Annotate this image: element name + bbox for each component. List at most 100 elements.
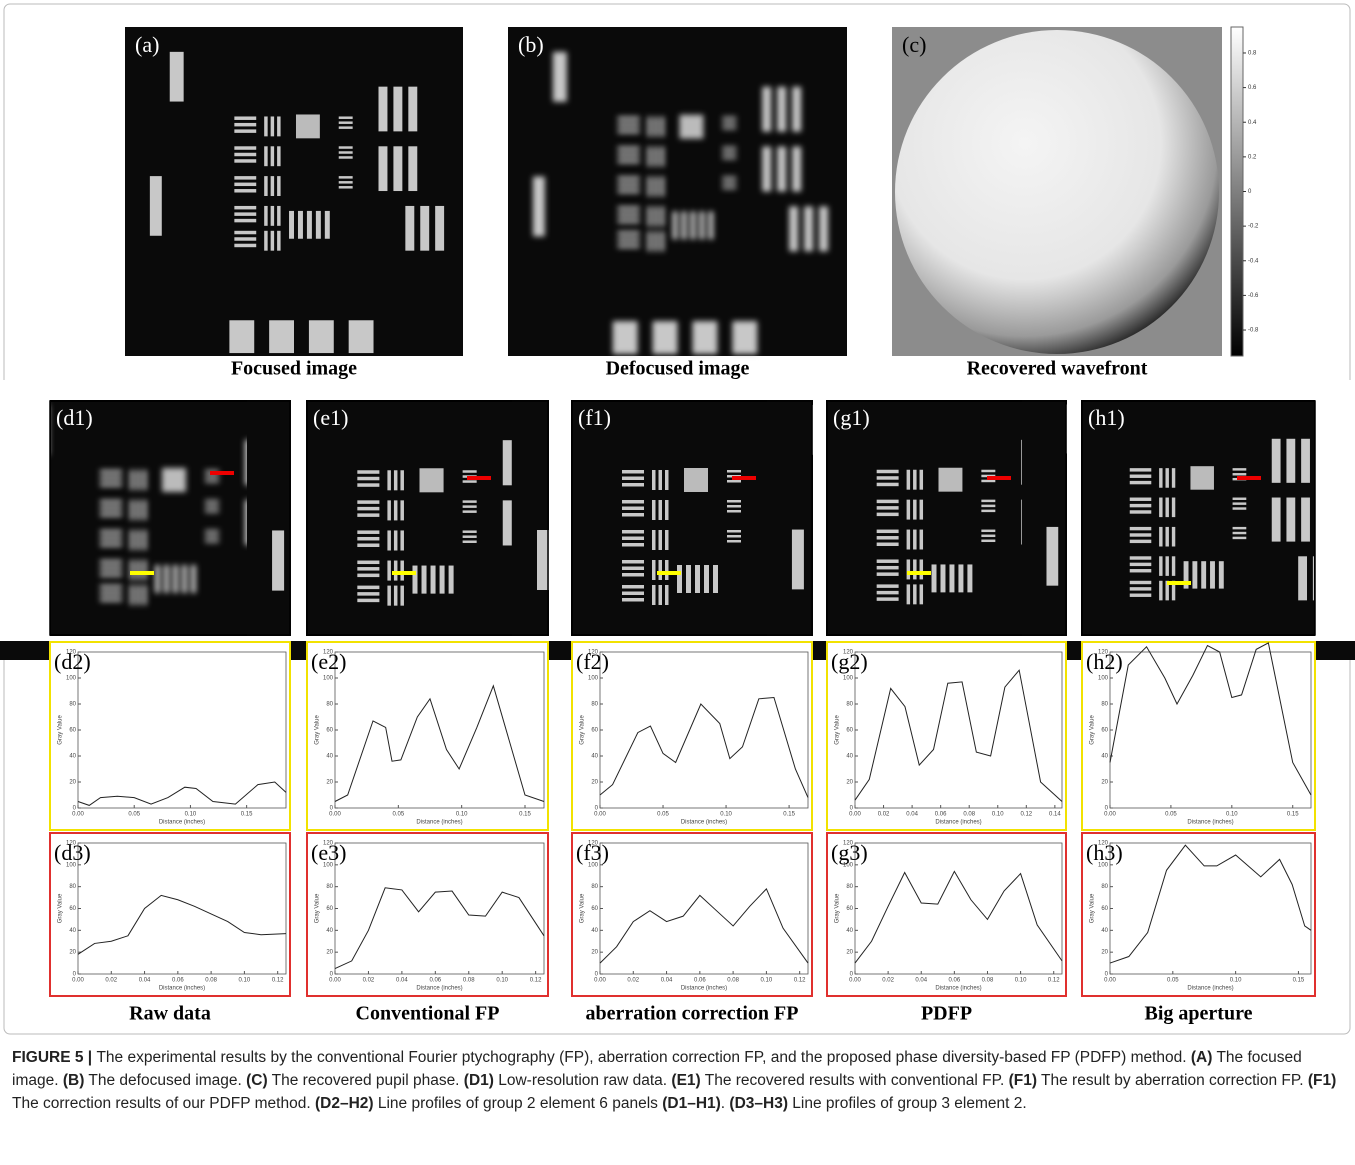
target-bar [659,500,663,520]
y-tick-label: 100 [323,676,334,682]
x-tick-label: 0.05 [392,812,404,818]
figure: (a)Focused image(b)Defocused image(c)Rec… [0,0,1355,1040]
target-bar [1172,527,1175,547]
target-bar [357,537,379,541]
x-tick-label: 0.00 [849,978,861,984]
target-bar [234,231,256,234]
target-bar [622,567,644,571]
target-bar [659,560,663,580]
target-bar [1165,468,1168,488]
target-bar [1130,594,1152,597]
profile-marker [907,571,931,575]
target-bar [1233,527,1247,529]
target-bar [981,530,995,532]
y-axis-label: Gray Value [1090,893,1096,923]
target-bar [907,470,910,490]
panel-label: (h1) [1088,405,1125,430]
target-bar [1130,481,1152,484]
target-bar [622,530,644,534]
target-bar [234,153,256,156]
target-bar [727,470,741,473]
target-bar [665,470,669,490]
target-bar [234,219,256,222]
y-tick-label: 100 [588,676,599,682]
y-tick-label: 20 [69,950,76,956]
y-tick-label: 40 [69,754,76,760]
target-bar [913,584,916,604]
target-bar [622,560,644,564]
panel-label: (c) [902,32,926,57]
target-bar [463,500,477,503]
panel-label: (f1) [578,405,611,430]
x-tick-label: 0.00 [1104,978,1116,984]
x-axis-label: Distance (inches) [416,820,462,826]
target-bar [1233,468,1247,470]
target-bar [339,151,353,153]
x-tick-label: 0.04 [139,978,151,984]
target-bar [357,561,379,565]
target-bar [762,87,771,132]
target-bar [1233,532,1247,534]
x-tick-label: 0.02 [363,978,375,984]
target-bar [170,52,184,102]
target-bar [463,480,477,483]
target-bar [408,146,417,191]
target-bar [762,147,771,192]
target-bar [877,559,899,562]
panel-label: (e2) [311,649,346,674]
target-bar [732,321,757,354]
target-bar [1130,569,1152,572]
target-bar [1272,498,1281,542]
target-bar [618,219,640,222]
target-bar [622,573,644,577]
target-bar [143,470,147,490]
target-bar [234,244,256,247]
y-axis-label: Gray Value [58,893,64,923]
panel-caption: Defocused image [606,358,750,380]
target-bar [699,211,704,239]
panel-label: (g3) [831,840,868,865]
target-bar [357,599,379,603]
x-tick-label: 0.06 [935,812,947,818]
profile-marker [467,476,491,480]
target-bar [713,565,718,593]
target-bar [229,320,254,353]
target-bar [920,470,923,490]
target-bar [264,176,267,196]
target-bar [1298,556,1307,600]
target-bar [877,500,899,503]
mask [549,380,571,640]
x-tick-label: 0.02 [105,978,117,984]
target-bar [722,127,736,129]
target-bar [907,500,910,520]
target-bar [673,211,678,239]
target-bar [137,470,141,490]
y-tick-label: 60 [846,728,853,734]
target-bar [777,87,786,132]
colorbar-tick-label: 0.2 [1248,154,1257,160]
target-bar [877,597,899,600]
target-bar [659,470,663,490]
target-bar [394,530,398,550]
column-caption: Conventional FP [356,1003,500,1025]
x-tick-label: 0.10 [720,812,732,818]
y-tick-label: 60 [69,906,76,912]
colorbar-tick-label: -0.2 [1248,224,1259,230]
target-bar [654,117,657,137]
target-bar [143,560,147,580]
target-bar [1130,527,1152,530]
target-bar [277,176,280,196]
target-bar [234,189,256,192]
x-tick-label: 0.12 [1048,978,1060,984]
target-bar [137,500,141,520]
target-bar [1210,561,1215,588]
target-bar [665,560,669,580]
target-bar [648,231,651,251]
profile-marker [987,476,1011,480]
y-axis-label: Gray Value [315,893,321,923]
target-bar [277,231,280,251]
target-bar [618,231,640,234]
target-bar [463,510,477,513]
target-bar [393,146,402,191]
target-bar [1130,587,1152,590]
